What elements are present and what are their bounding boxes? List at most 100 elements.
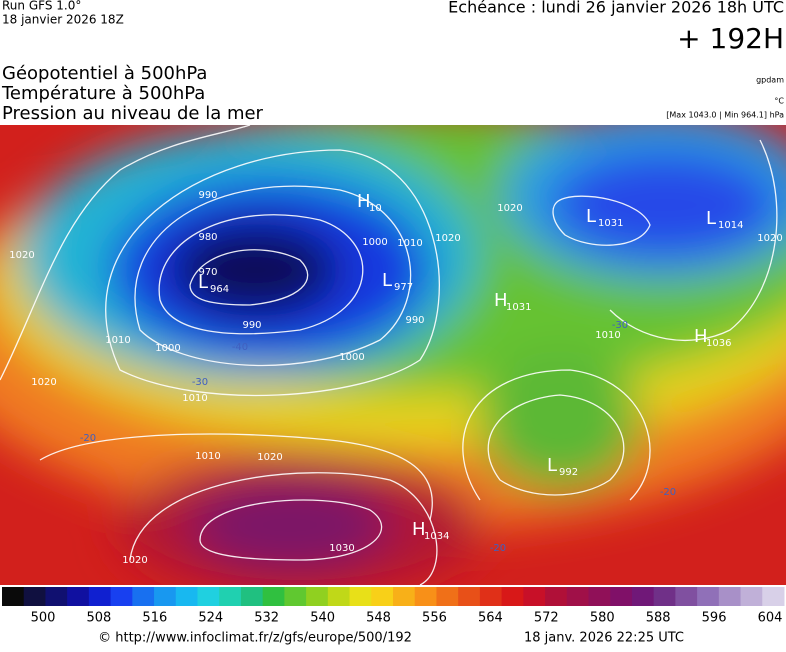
unit: °C — [774, 97, 784, 106]
center-letter: L — [547, 455, 557, 476]
center-letter: L — [586, 206, 596, 227]
map-labels: 990 980 970 990 1000 1000 1010 1010 1020… — [9, 190, 782, 566]
colorbar-tick-label: 508 — [87, 611, 112, 626]
colorbar-tick-label: 564 — [478, 611, 503, 626]
colorbar-swatch — [718, 587, 742, 606]
colorbar-swatch — [110, 587, 133, 606]
temperature-label: -30 — [192, 377, 208, 388]
colorbar-swatch — [88, 587, 112, 606]
source: © http://www.infoclimat.fr/z/gfs/europe/… — [98, 631, 412, 646]
isobar-label: 1010 — [195, 451, 220, 462]
colorbar-tick-label: 580 — [590, 611, 615, 626]
colorbar-swatch — [631, 587, 655, 606]
colorbar-swatch — [262, 587, 285, 606]
temperature-label: -30 — [612, 320, 628, 331]
map — [0, 125, 786, 585]
colorbar-swatch — [306, 587, 329, 606]
center-value: 1034 — [424, 531, 449, 542]
colorbar-swatch — [414, 587, 437, 606]
colorbar-swatch — [545, 587, 568, 606]
isobar-label: 1000 — [339, 352, 364, 363]
colorbar-tick-label: 540 — [310, 611, 335, 626]
isobar-label: 990 — [405, 315, 424, 326]
colorbar-swatch — [349, 587, 372, 606]
colorbar-tick-label: 500 — [31, 611, 56, 626]
colorbar-swatch — [393, 587, 416, 606]
colorbar-swatch — [219, 587, 242, 606]
colorbar-swatch — [675, 587, 698, 606]
colorbar-swatch — [154, 587, 177, 606]
colorbar-tick-label: 548 — [366, 611, 391, 626]
forecast: Echéance : lundi 26 janvier 2026 18h UTC — [448, 0, 784, 17]
isobar-label: 1010 — [397, 238, 422, 249]
colorbar-swatch — [458, 587, 481, 606]
unit: [Max 1043.0 | Min 964.1] hPa — [666, 111, 784, 120]
timestamp: 18 janv. 2026 22:25 UTC — [524, 631, 684, 646]
temperature-label: -40 — [232, 342, 248, 353]
colorbar-tick-label: 604 — [758, 611, 783, 626]
colorbar-swatch — [67, 587, 90, 606]
center-value: 1031 — [506, 302, 531, 313]
colorbar-swatch — [197, 587, 220, 606]
center-value: 992 — [559, 467, 578, 478]
isobar-label: 1010 — [105, 335, 130, 346]
isobar-label: 1020 — [757, 233, 782, 244]
colorbar-swatch — [284, 587, 307, 606]
colorbar-swatch — [653, 587, 676, 606]
colorbar-tick-label: 572 — [534, 611, 559, 626]
isobar-label: 1020 — [9, 250, 34, 261]
isobar-label: 1010 — [595, 330, 620, 341]
center-value: 977 — [394, 282, 413, 293]
isobar-label: 990 — [242, 320, 261, 331]
center-letter: L — [706, 208, 716, 229]
colorbar: 500 508 516 524 532 540 548 556 564 572 580 588 596 6… — [2, 587, 785, 626]
temperature-label: -20 — [490, 543, 506, 554]
title: Géopotentiel à 500hPa — [2, 63, 207, 84]
isobar-label: 980 — [198, 232, 217, 243]
center-value: 1036 — [706, 338, 731, 349]
colorbar-tick-label: 556 — [422, 611, 447, 626]
colorbar-swatch — [2, 587, 25, 606]
unit: gpdam — [756, 76, 784, 85]
colorbar-swatch — [762, 587, 785, 606]
colorbar-swatch — [610, 587, 633, 606]
colorbar-swatch — [132, 587, 155, 606]
title: Pression au niveau de la mer — [2, 103, 264, 124]
colorbar-swatch — [240, 587, 264, 606]
colorbar-swatch — [371, 587, 394, 606]
center-letter: H — [694, 326, 708, 347]
isobar-label: 1000 — [155, 343, 180, 354]
colorbar-swatch — [23, 587, 46, 606]
isobar-label: 1000 — [362, 237, 387, 248]
isobar-label: 990 — [198, 190, 217, 201]
colorbar-tick-label: 532 — [254, 611, 279, 626]
colorbar-tick-label: 588 — [646, 611, 671, 626]
title: Température à 500hPa — [1, 83, 205, 104]
colorbar-swatch — [175, 587, 198, 606]
colorbar-swatch — [45, 587, 68, 606]
isobar-label: 1010 — [182, 393, 207, 404]
colorbar-swatch — [436, 587, 459, 606]
isobar-label: 1020 — [31, 377, 56, 388]
colorbar-tick-label: 516 — [142, 611, 167, 626]
center-letter: H — [357, 191, 371, 212]
colorbar-swatch — [566, 587, 589, 606]
center-letter: L — [382, 270, 392, 291]
colorbar-swatch — [588, 587, 611, 606]
colorbar-swatch — [523, 587, 546, 606]
isobar-label: 1020 — [435, 233, 460, 244]
center-value: 1014 — [718, 220, 743, 231]
center-value: 1031 — [598, 218, 623, 229]
isobar-label: 970 — [198, 267, 217, 278]
temperature-label: -20 — [660, 487, 676, 498]
colorbar-swatch — [740, 587, 763, 606]
center-value: 964 — [210, 284, 229, 295]
isobar-label: 1020 — [497, 203, 522, 214]
temperature-label: -20 — [80, 433, 96, 444]
run-date: 18 janvier 2026 18Z — [2, 13, 124, 27]
isobar-label: 1030 — [329, 543, 354, 554]
colorbar-tick-label: 524 — [198, 611, 223, 626]
colorbar-swatch — [479, 587, 503, 606]
